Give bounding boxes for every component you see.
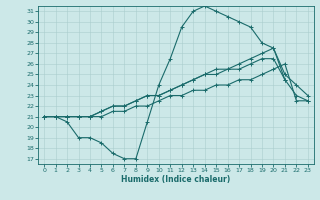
X-axis label: Humidex (Indice chaleur): Humidex (Indice chaleur) bbox=[121, 175, 231, 184]
